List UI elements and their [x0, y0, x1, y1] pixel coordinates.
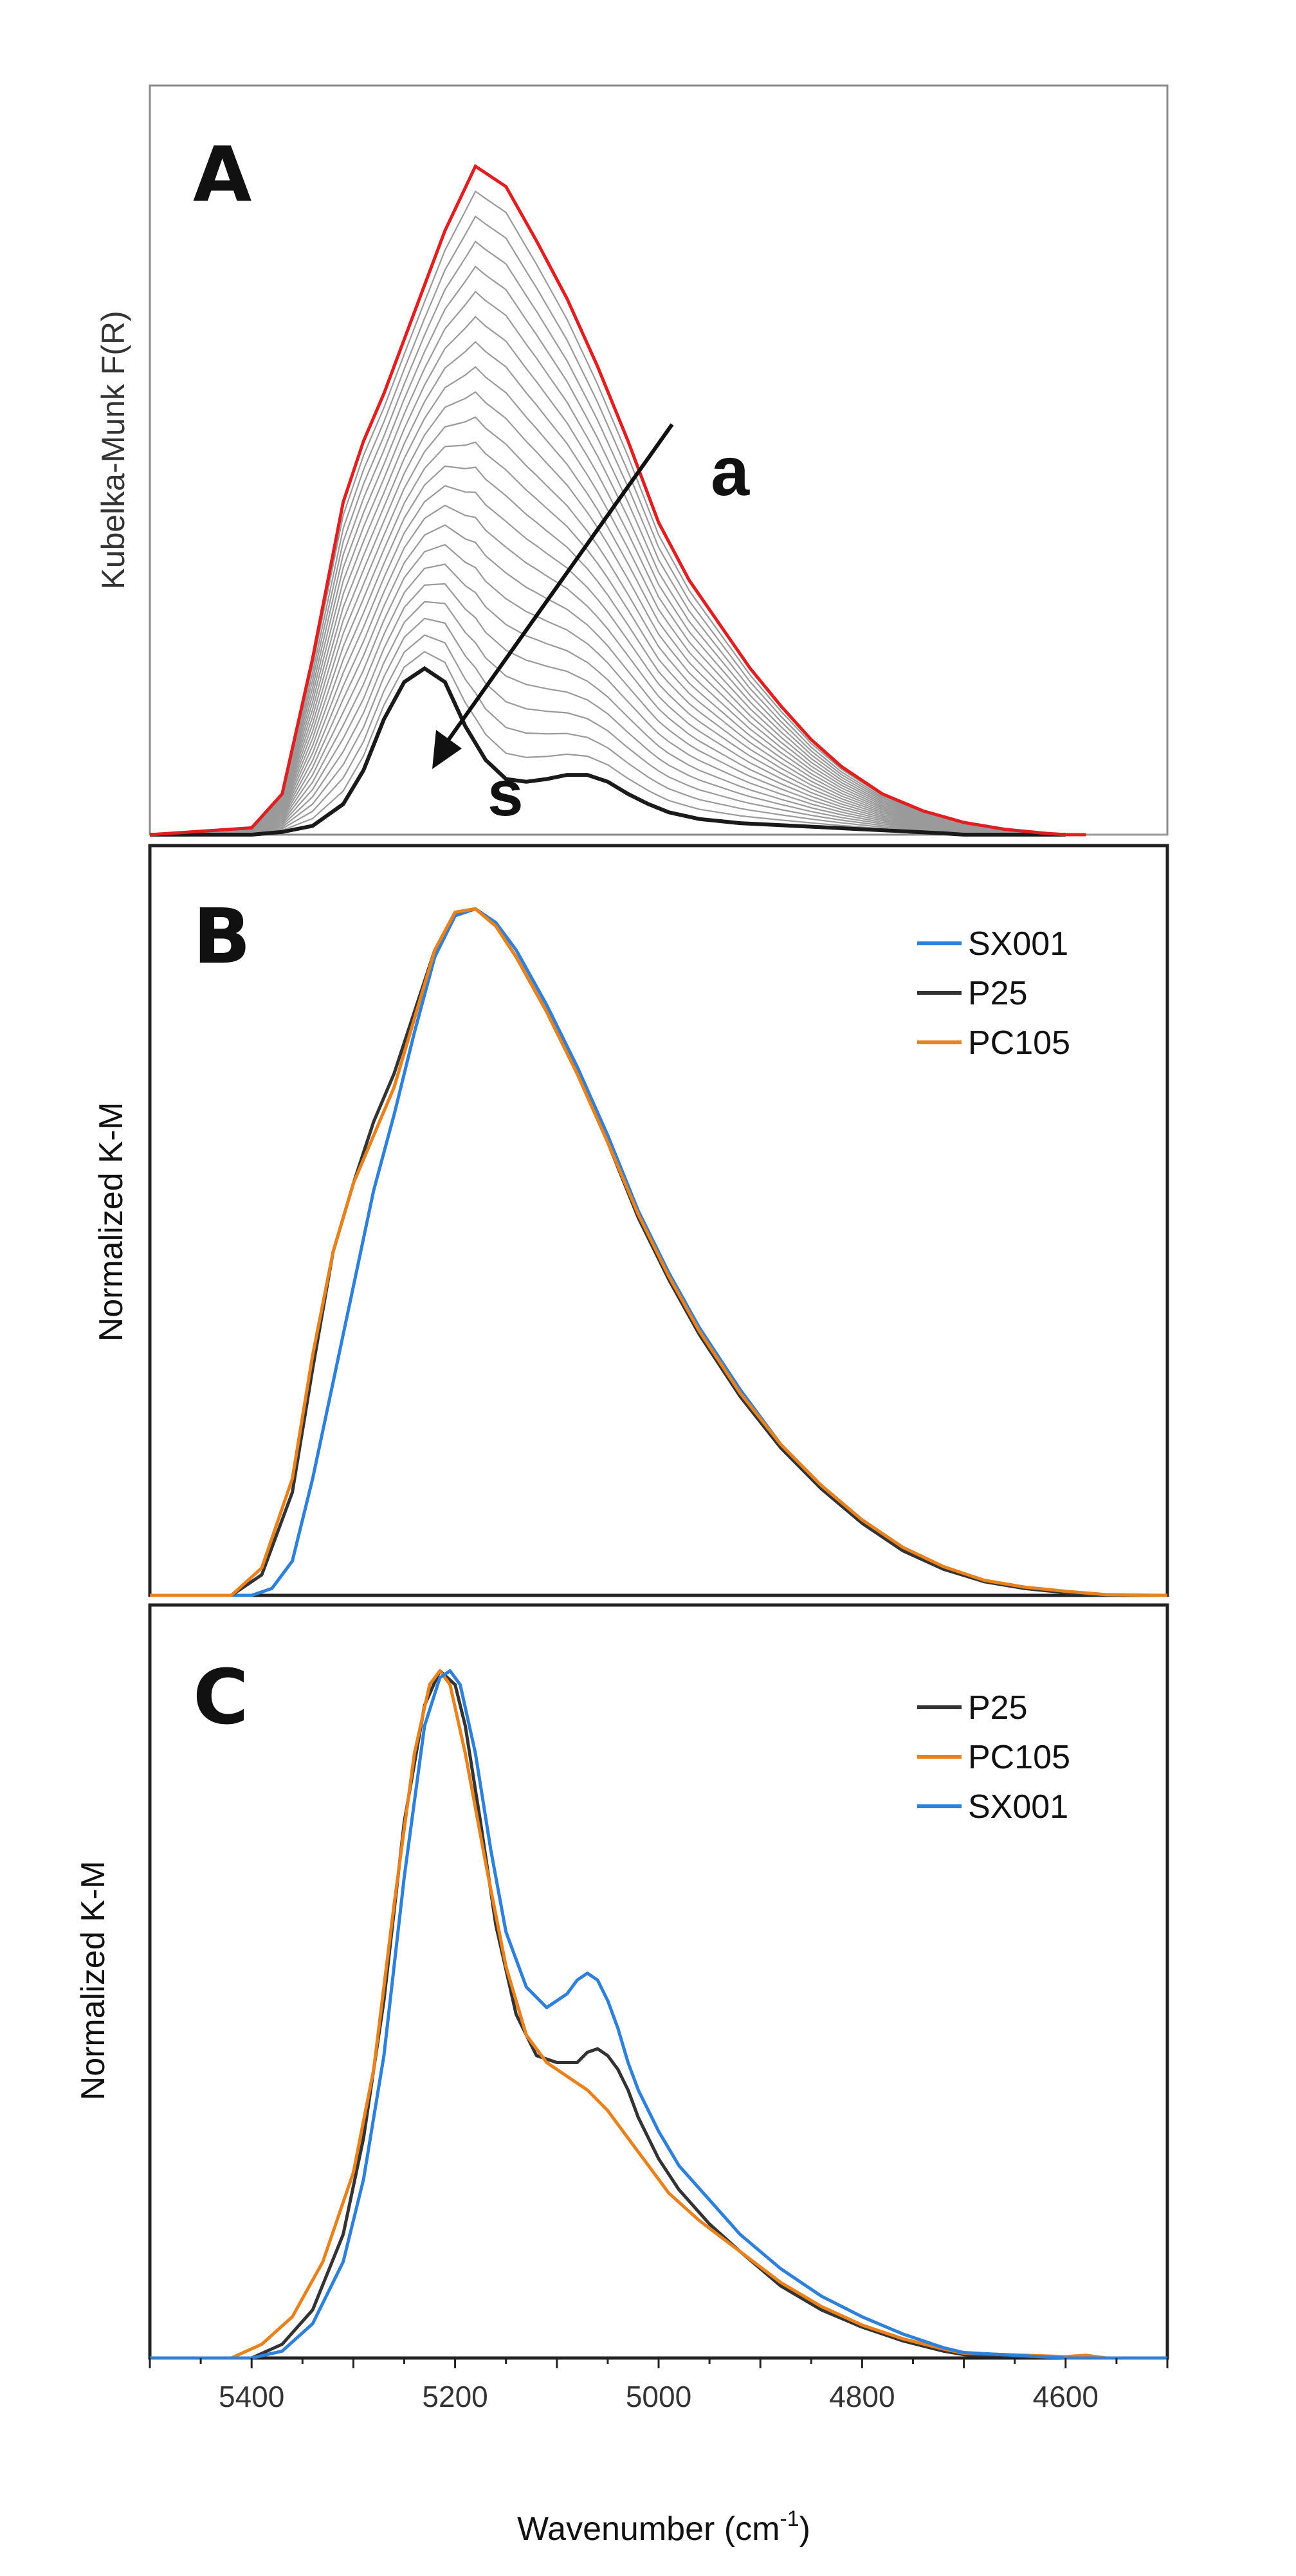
legend-label-pc105: PC105: [968, 1739, 1070, 1776]
panel-a-intermediate-curve: [149, 441, 1167, 836]
legend-label-p25: P25: [968, 1689, 1028, 1727]
panel-b: B Normalized K-M SX001 P25 PC105: [93, 844, 1169, 1597]
panel-a-curve-s: [150, 666, 1066, 837]
series-pc105-line: [150, 907, 1168, 1597]
panel-b-ylabel: Normalized K-M: [93, 1102, 130, 1342]
x-axis-label-suffix: ): [799, 2510, 810, 2548]
panel-a-curves: [149, 163, 1167, 837]
x-tick-label: 4600: [1033, 2380, 1099, 2413]
panel-b-letter: B: [193, 892, 251, 981]
panel-a-arrow-shaft: [443, 423, 674, 746]
series-pc105-line: [150, 1669, 1167, 2360]
panel-b-frame: [148, 844, 1169, 1597]
x-tick-label: 5200: [422, 2380, 488, 2413]
panel-c-ylabel: Normalized K-M: [75, 1861, 112, 2101]
legend-label-sx001: SX001: [968, 1788, 1068, 1826]
panel-c-legend: P25 PC105 SX001: [917, 1689, 1070, 1826]
panel-a-curve-a: [149, 163, 1086, 837]
x-tick-label: 5400: [219, 2380, 284, 2413]
panel-a-letter: A: [193, 130, 251, 219]
panel-a-intermediate-curve: [149, 341, 1167, 836]
x-axis-ticks: 5400 5200 5000 4800 4600: [149, 2358, 1169, 2413]
panel-a-arrow-label: a: [711, 432, 750, 510]
panel-b-curves: [150, 907, 1168, 1597]
legend-label-pc105: PC105: [968, 1024, 1070, 1062]
panel-a-arrowhead: [432, 730, 462, 769]
x-axis-label-main: Wavenumber (cm: [517, 2510, 780, 2548]
x-tick-label: 4800: [829, 2380, 895, 2413]
panel-b-legend: SX001 P25 PC105: [917, 925, 1070, 1062]
panel-a-ylabel: Kubelka-Munk F(R): [95, 311, 131, 589]
series-sx001-line: [150, 1669, 1167, 2360]
legend-label-sx001: SX001: [968, 925, 1068, 963]
panel-a-intermediate-curve: [149, 543, 1167, 836]
x-axis-label: Wavenumber (cm-1): [517, 2507, 810, 2548]
panel-a: A Kubelka-Munk F(R) a s: [95, 84, 1169, 837]
panel-a-intermediate-curve: [149, 265, 1167, 836]
panel-a-end-label: s: [488, 757, 524, 830]
x-axis-label-exponent: -1: [780, 2507, 799, 2531]
x-tick-label: 5000: [626, 2380, 691, 2413]
panel-c-curves: [150, 1669, 1167, 2360]
panel-a-frame: [149, 84, 1169, 836]
legend-label-p25: P25: [968, 975, 1028, 1012]
panel-a-intermediate-curve: [149, 416, 1167, 836]
panel-c-letter: C: [193, 1653, 249, 1741]
